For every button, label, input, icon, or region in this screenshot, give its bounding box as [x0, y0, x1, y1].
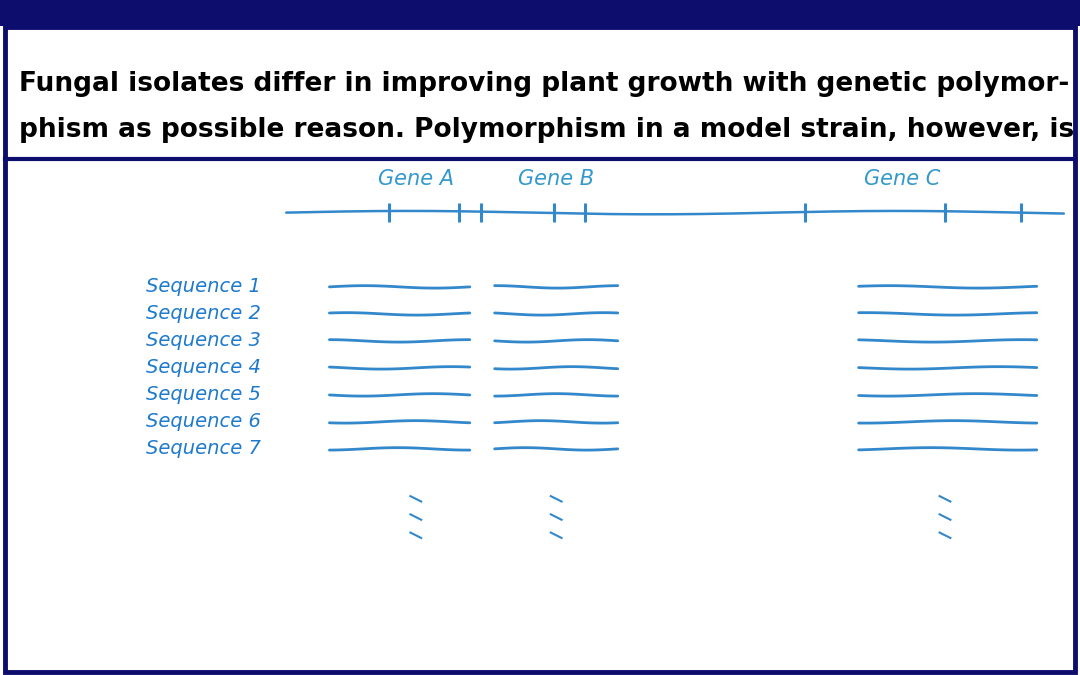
Text: Sequence 7: Sequence 7	[146, 439, 260, 458]
Text: Sequence 6: Sequence 6	[146, 412, 260, 431]
Text: Sequence 1: Sequence 1	[146, 277, 260, 296]
Text: Gene C: Gene C	[864, 169, 940, 189]
Text: phism as possible reason. Polymorphism in a model strain, however, is low.: phism as possible reason. Polymorphism i…	[19, 117, 1080, 142]
Text: Sequence 3: Sequence 3	[146, 331, 260, 350]
Text: Gene B: Gene B	[518, 169, 594, 189]
Text: Fungal isolates differ in improving plant growth with genetic polymor-: Fungal isolates differ in improving plan…	[19, 72, 1069, 97]
Text: Gene A: Gene A	[378, 169, 454, 189]
Text: Sequence 5: Sequence 5	[146, 385, 260, 404]
Text: Sequence 4: Sequence 4	[146, 358, 260, 377]
Bar	[0, 0, 1080, 26]
Text: Sequence 2: Sequence 2	[146, 304, 260, 323]
